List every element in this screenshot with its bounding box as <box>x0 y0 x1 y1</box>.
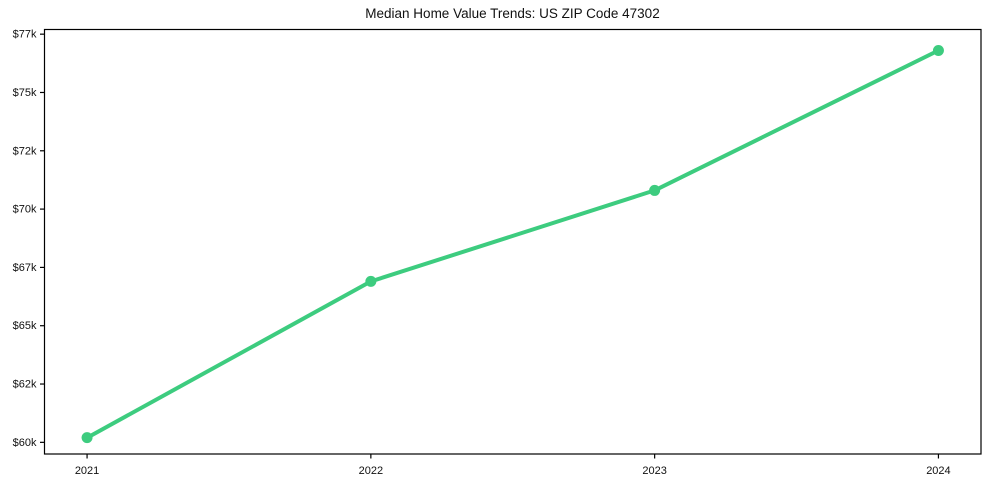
x-tick-label: 2022 <box>359 465 383 477</box>
trend-line <box>85 48 941 440</box>
axes-spines <box>43 28 982 455</box>
y-tick-label: $77k <box>13 29 37 41</box>
data-point-2024 <box>932 44 944 56</box>
data-point-2023 <box>649 184 661 196</box>
y-tick-label: $75k <box>13 87 37 99</box>
data-point-2021 <box>81 432 93 444</box>
x-tick-label: 2021 <box>75 465 99 477</box>
y-tick-label: $60k <box>13 437 37 449</box>
x-tick-label: 2024 <box>926 465 950 477</box>
chart-title: Median Home Value Trends: US ZIP Code 47… <box>365 6 660 21</box>
data-point-2022 <box>365 275 377 287</box>
y-tick-label: $70k <box>13 204 37 216</box>
y-tick-label: $67k <box>13 262 37 274</box>
y-tick-label: $62k <box>13 379 37 391</box>
x-tick-label: 2023 <box>642 465 666 477</box>
plot-area <box>44 29 981 454</box>
y-tick-label: $65k <box>13 320 37 332</box>
y-tick-label: $72k <box>13 145 37 157</box>
